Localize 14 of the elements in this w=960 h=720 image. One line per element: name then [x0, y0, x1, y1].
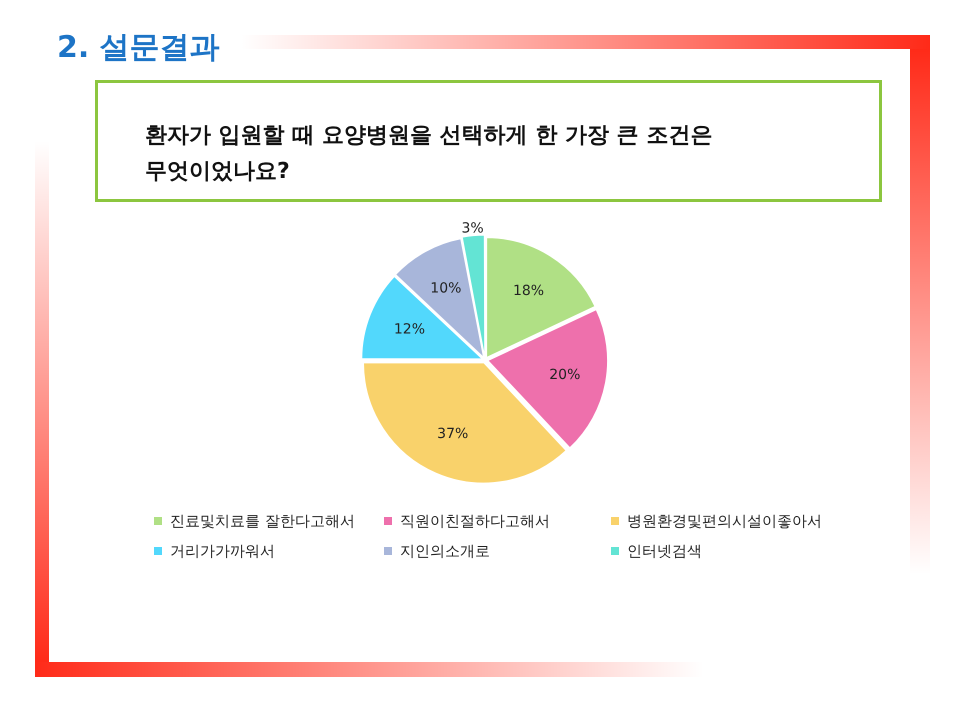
legend-label: 진료및치료를 잘한다고해서: [170, 511, 355, 532]
data-label: 18%: [512, 283, 544, 300]
data-label: 12%: [394, 322, 426, 338]
legend-label: 병원환경및편의시설이좋아서: [627, 511, 822, 532]
chart-title: 2. 설문결과: [57, 29, 220, 67]
legend-label: 직원이친절하다고해서: [400, 511, 550, 532]
data-label: 20%: [549, 366, 580, 383]
data-label: 3%: [462, 220, 484, 237]
legend-label: 거리가가까워서: [170, 541, 275, 562]
data-label: 10%: [430, 280, 462, 296]
chart-subtitle: 환자가 입원할 때 요양병원을 선택하게 한 가장 큰 조건은 무엇이었나요?: [145, 122, 714, 186]
data-label: 37%: [437, 426, 468, 442]
legend-label: 인터넷검색: [627, 541, 702, 562]
legend-label: 지인의소개로: [400, 541, 490, 562]
